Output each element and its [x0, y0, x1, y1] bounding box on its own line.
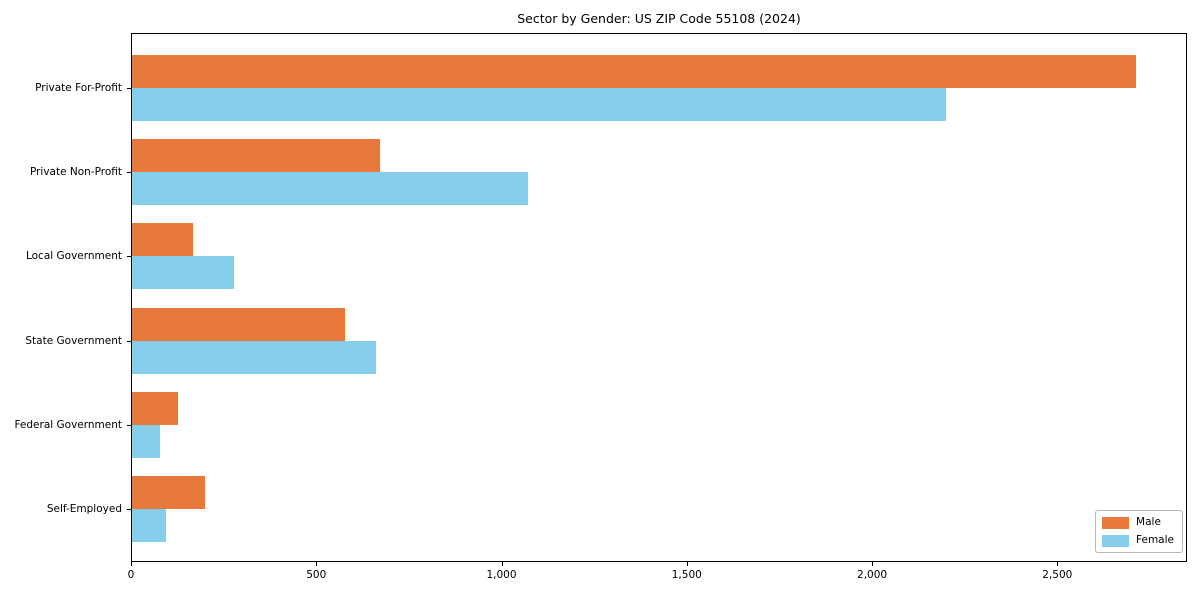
y-label-local-government: Local Government	[25, 250, 122, 263]
bar-male-self-employed	[132, 476, 206, 509]
bar-female-private-for-profit	[132, 88, 947, 121]
y-tick-local-government	[127, 256, 131, 258]
x-tick-1,500	[686, 562, 688, 566]
legend-swatch-male	[1102, 516, 1130, 529]
bar-female-private-non-profit	[132, 172, 529, 206]
y-tick-private-non-profit	[127, 172, 131, 174]
legend-label-male: Male	[1136, 516, 1161, 528]
bar-male-private-for-profit	[132, 55, 1137, 88]
y-tick-federal-government	[127, 424, 131, 426]
chart-title: Sector by Gender: US ZIP Code 55108 (202…	[517, 11, 801, 26]
bar-male-private-non-profit	[132, 139, 381, 173]
x-tick-500	[316, 562, 318, 566]
legend-item-female: Female	[1102, 534, 1174, 547]
y-label-private-for-profit: Private For-Profit	[35, 82, 122, 94]
y-tick-state-government	[127, 340, 131, 342]
y-label-private-non-profit: Private Non-Profit	[29, 166, 122, 179]
x-tick-label-0: 0	[127, 569, 135, 581]
legend-swatch-female	[1102, 534, 1130, 547]
plot-area	[131, 33, 1187, 562]
legend-label-female: Female	[1136, 534, 1174, 546]
x-tick-label-2,500: 2,500	[1042, 569, 1073, 581]
bar-male-local-government	[132, 223, 194, 257]
bar-female-federal-government	[132, 424, 160, 458]
bar-female-local-government	[132, 256, 234, 290]
y-label-state-government: State Government	[25, 334, 122, 347]
bar-female-state-government	[132, 340, 377, 374]
legend-item-male: Male	[1102, 516, 1174, 529]
bar-female-self-employed	[132, 509, 166, 542]
bar-male-federal-government	[132, 391, 178, 425]
y-tick-private-for-profit	[127, 88, 131, 89]
x-tick-1,000	[501, 562, 503, 566]
x-tick-2,500	[1057, 562, 1059, 566]
x-tick-label-1,000: 1,000	[486, 569, 517, 581]
legend: Male Female	[1095, 510, 1183, 553]
y-label-federal-government: Federal Government	[14, 418, 122, 431]
bar-male-state-government	[132, 307, 346, 341]
y-label-self-employed: Self-Employed	[46, 503, 122, 515]
x-tick-label-500: 500	[306, 569, 327, 581]
x-tick-label-2,000: 2,000	[857, 569, 888, 581]
x-tick-2,000	[872, 562, 874, 566]
x-tick-0	[131, 562, 132, 566]
y-tick-self-employed	[127, 509, 131, 510]
x-tick-label-1,500: 1,500	[671, 569, 702, 581]
